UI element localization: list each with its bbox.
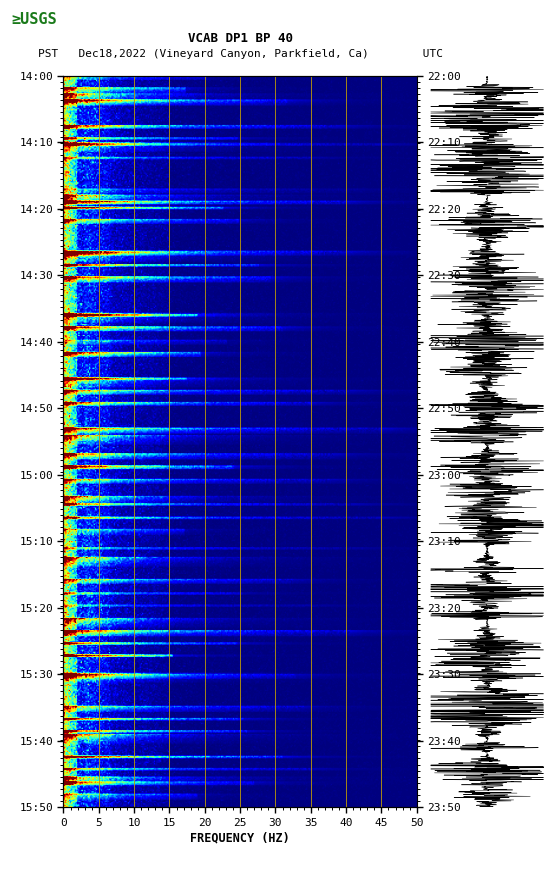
Text: PST   Dec18,2022 (Vineyard Canyon, Parkfield, Ca)        UTC: PST Dec18,2022 (Vineyard Canyon, Parkfie… bbox=[38, 48, 443, 59]
Text: VCAB DP1 BP 40: VCAB DP1 BP 40 bbox=[188, 32, 293, 45]
X-axis label: FREQUENCY (HZ): FREQUENCY (HZ) bbox=[190, 832, 290, 845]
Text: ≥USGS: ≥USGS bbox=[11, 12, 57, 27]
